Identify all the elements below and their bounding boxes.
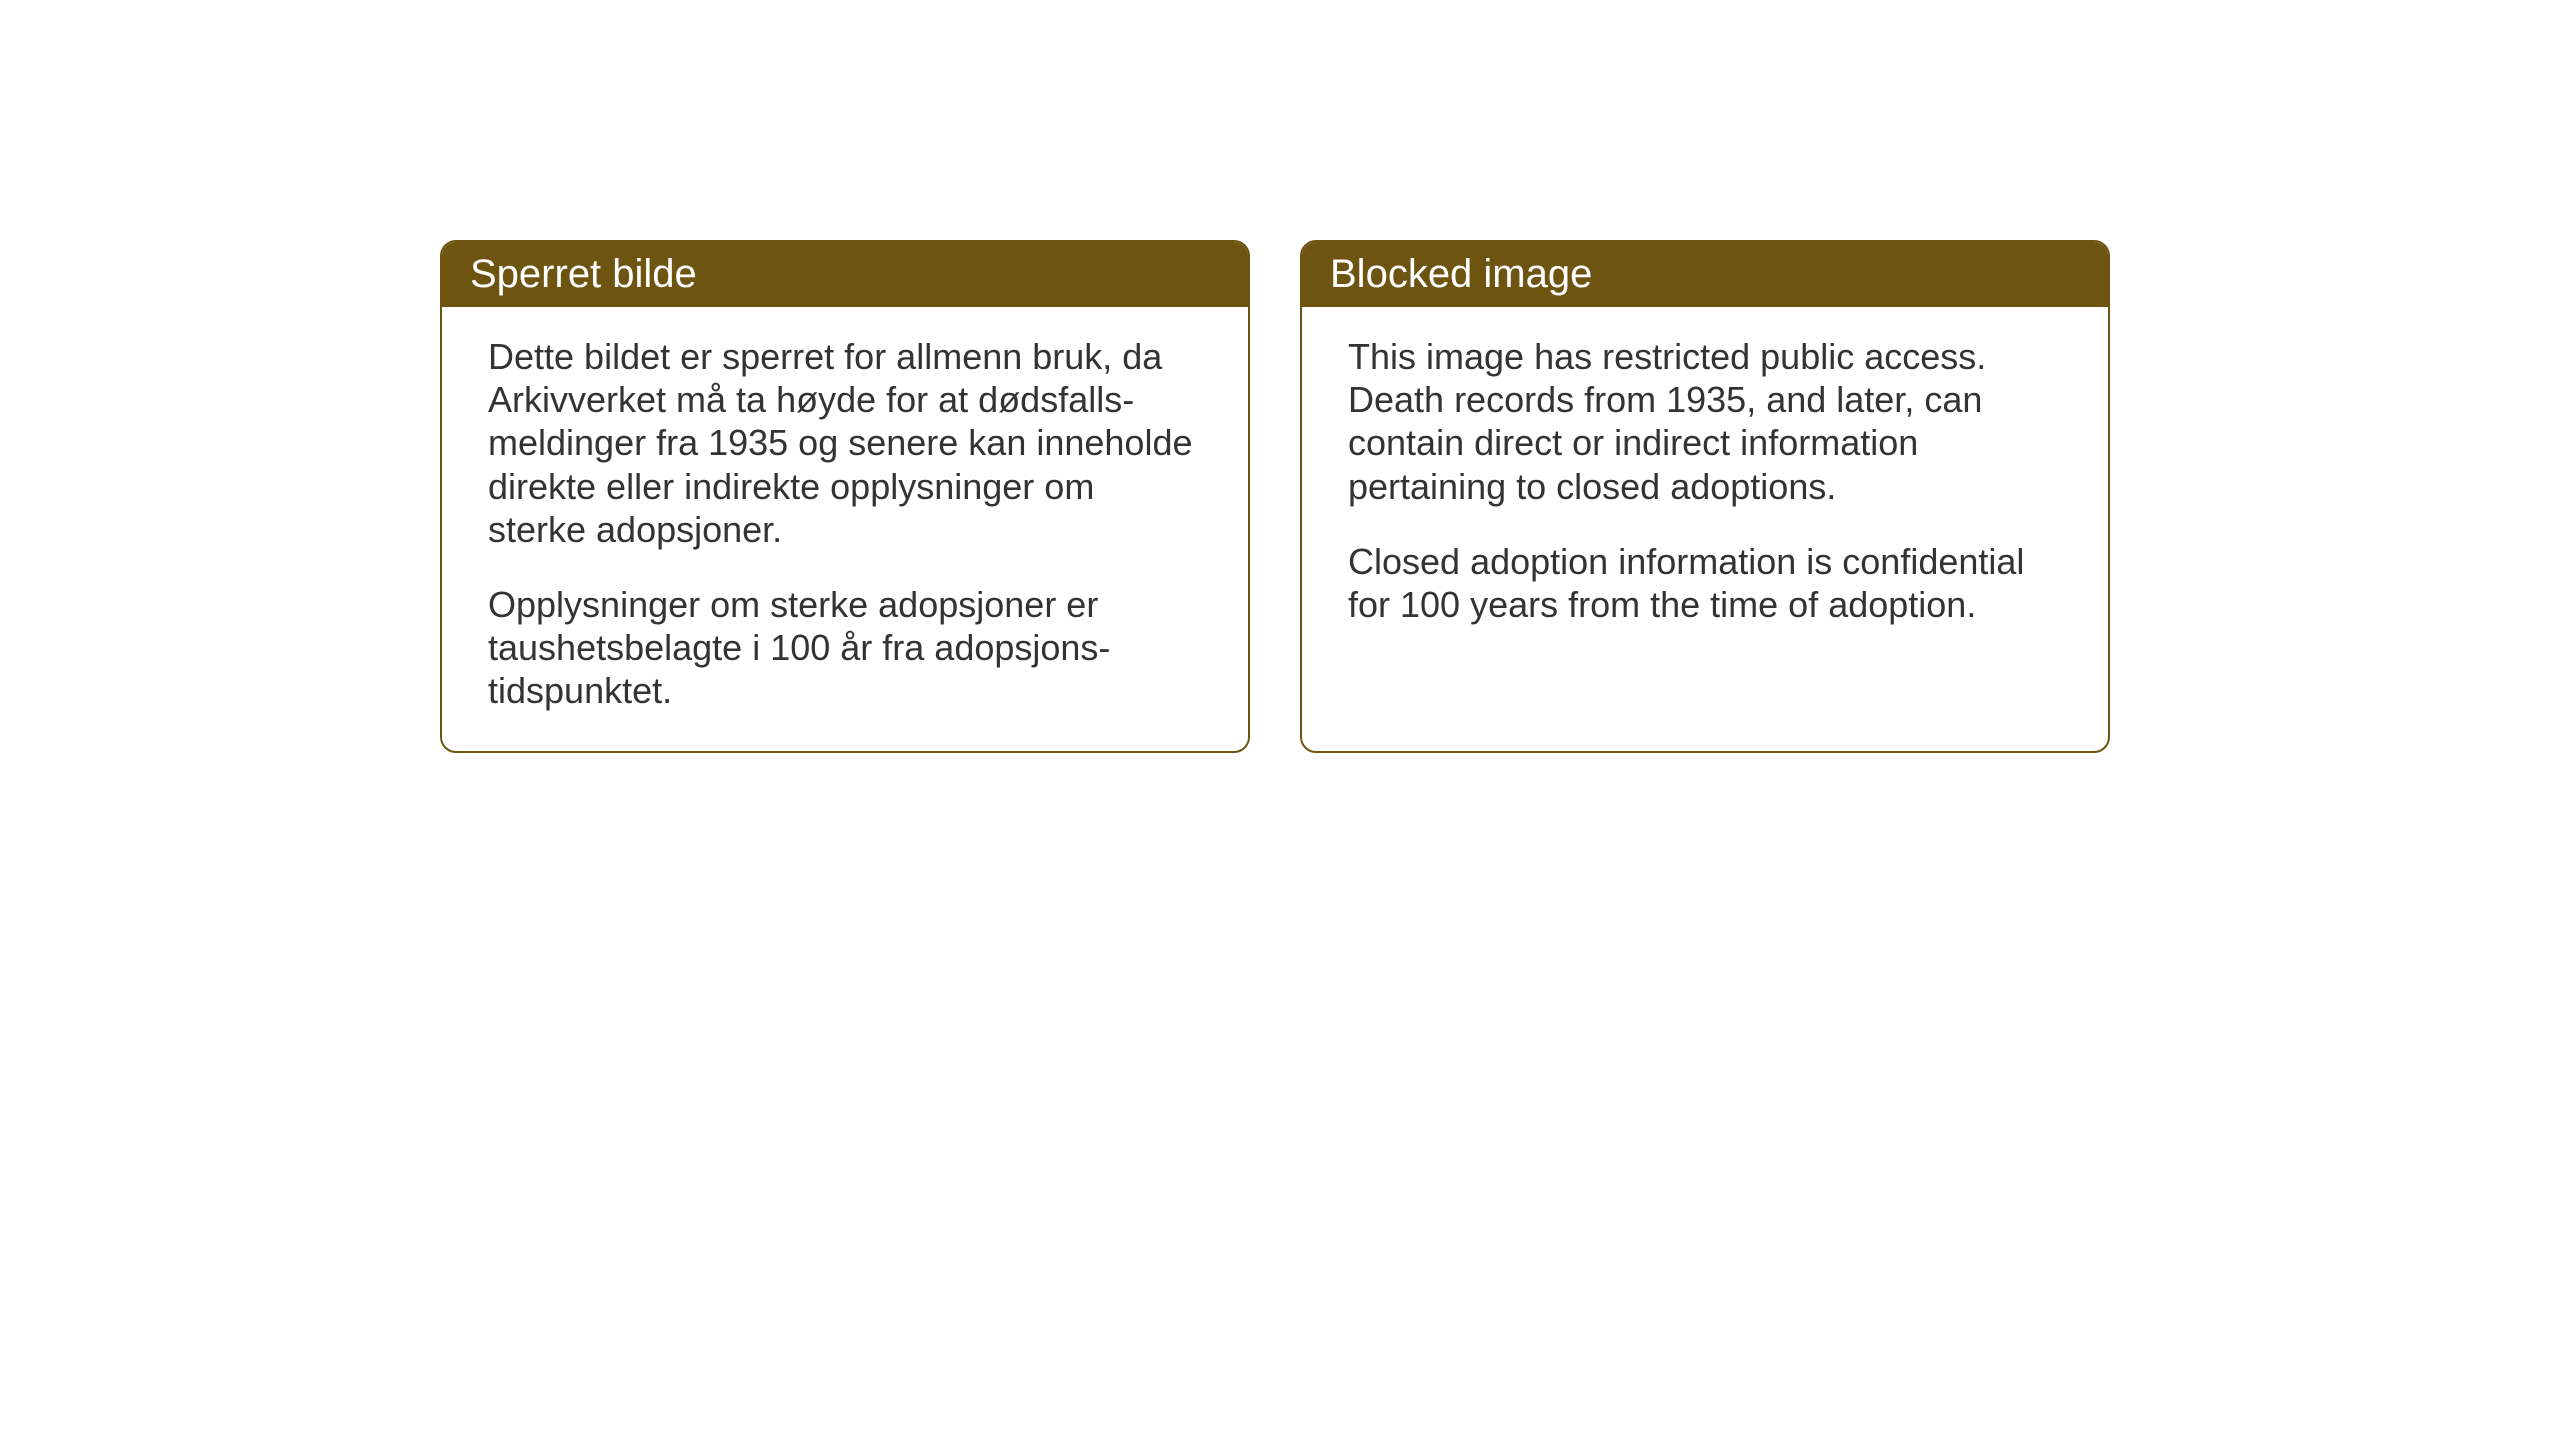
english-card-title: Blocked image	[1330, 252, 1592, 296]
info-cards-container: Sperret bilde Dette bildet er sperret fo…	[440, 240, 2110, 753]
norwegian-info-card: Sperret bilde Dette bildet er sperret fo…	[440, 240, 1250, 753]
norwegian-card-body: Dette bildet er sperret for allmenn bruk…	[442, 307, 1248, 751]
norwegian-paragraph-1: Dette bildet er sperret for allmenn bruk…	[488, 335, 1202, 551]
norwegian-card-title: Sperret bilde	[470, 252, 697, 296]
norwegian-card-header: Sperret bilde	[442, 242, 1248, 307]
english-card-header: Blocked image	[1302, 242, 2108, 307]
english-paragraph-1: This image has restricted public access.…	[1348, 335, 2062, 508]
english-info-card: Blocked image This image has restricted …	[1300, 240, 2110, 753]
english-paragraph-2: Closed adoption information is confident…	[1348, 540, 2062, 626]
english-card-body: This image has restricted public access.…	[1302, 307, 2108, 664]
norwegian-paragraph-2: Opplysninger om sterke adopsjoner er tau…	[488, 583, 1202, 713]
